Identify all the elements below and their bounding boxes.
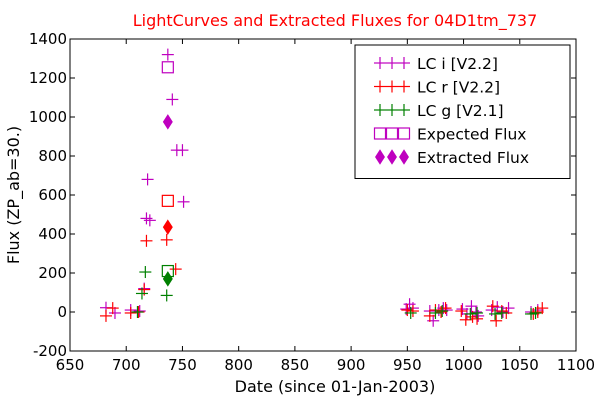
legend-label: Extracted Flux bbox=[417, 149, 529, 167]
point-lc-g-v2-1 bbox=[135, 287, 148, 300]
point-extracted-flux bbox=[162, 114, 173, 130]
legend-marker bbox=[375, 149, 385, 165]
point-lc-r-v2-2 bbox=[490, 314, 503, 327]
y-tick-label: 1200 bbox=[29, 69, 67, 87]
y-tick-label: 600 bbox=[38, 186, 67, 204]
legend-label: LC g [V2.1] bbox=[417, 102, 504, 120]
point-lc-i-v2-2 bbox=[176, 144, 189, 157]
point-lc-r-v2-2 bbox=[423, 309, 436, 322]
y-tick-label: 1000 bbox=[29, 108, 67, 126]
point-lc-g-v2-1 bbox=[489, 307, 502, 320]
legend-marker bbox=[386, 104, 398, 116]
x-tick-label: 650 bbox=[56, 356, 85, 374]
point-lc-g-v2-1 bbox=[131, 306, 144, 318]
legend-label: Expected Flux bbox=[417, 126, 526, 144]
point-lc-i-v2-2 bbox=[143, 214, 156, 227]
point-expected-flux bbox=[161, 61, 174, 74]
chart-title: LightCurves and Extracted Fluxes for 04D… bbox=[133, 11, 538, 31]
point-lc-r-v2-2 bbox=[124, 306, 137, 319]
point-lc-i-v2-2 bbox=[141, 173, 154, 186]
point-lc-r-v2-2 bbox=[455, 305, 468, 318]
point-lc-i-v2-2 bbox=[166, 93, 179, 106]
point-lc-g-v2-1 bbox=[139, 266, 152, 279]
y-tick-label: 1400 bbox=[29, 30, 67, 48]
legend-marker bbox=[399, 149, 409, 165]
legend-marker bbox=[374, 104, 386, 116]
point-lc-g-v2-1 bbox=[529, 306, 542, 319]
point-lc-r-v2-2 bbox=[486, 300, 499, 313]
point-lc-r-v2-2 bbox=[439, 302, 452, 315]
data-marks bbox=[99, 48, 549, 327]
y-tick-label: -200 bbox=[33, 342, 67, 360]
y-tick-label: 400 bbox=[38, 225, 67, 243]
point-lc-r-v2-2 bbox=[160, 233, 173, 246]
y-tick-label: 800 bbox=[38, 147, 67, 165]
legend-marker bbox=[398, 104, 410, 116]
point-lc-g-v2-1 bbox=[404, 306, 417, 319]
point-lc-r-v2-2 bbox=[169, 263, 182, 276]
legend-marker bbox=[385, 127, 399, 140]
y-tick-label: 200 bbox=[38, 264, 67, 282]
x-tick-label: 1050 bbox=[501, 356, 539, 374]
point-lc-i-v2-2 bbox=[427, 314, 440, 327]
point-lc-r-v2-2 bbox=[406, 305, 419, 318]
legend-marker bbox=[398, 80, 410, 93]
x-tick-label: 700 bbox=[112, 356, 141, 374]
legend-marker bbox=[386, 80, 398, 93]
point-lc-i-v2-2 bbox=[133, 305, 146, 318]
point-lc-i-v2-2 bbox=[177, 195, 190, 208]
point-lc-g-v2-1 bbox=[471, 306, 484, 319]
legend-marker bbox=[387, 149, 397, 165]
point-extracted-flux bbox=[162, 271, 173, 287]
point-lc-r-v2-2 bbox=[140, 234, 153, 247]
legend-marker bbox=[398, 57, 410, 69]
point-lc-i-v2-2 bbox=[502, 302, 515, 315]
point-lc-g-v2-1 bbox=[429, 306, 442, 319]
point-lc-g-v2-1 bbox=[436, 305, 449, 318]
legend-marker bbox=[397, 127, 411, 140]
point-lc-r-v2-2 bbox=[99, 309, 112, 322]
point-expected-flux bbox=[161, 194, 174, 207]
x-tick-label: 1000 bbox=[444, 356, 482, 374]
point-lc-r-v2-2 bbox=[106, 302, 119, 315]
legend-label: LC r [V2.2] bbox=[417, 79, 500, 97]
point-lc-i-v2-2 bbox=[161, 48, 174, 61]
point-lc-i-v2-2 bbox=[140, 212, 153, 225]
y-axis-label: Flux (ZP_ab=30.) bbox=[4, 126, 24, 264]
point-lc-r-v2-2 bbox=[536, 302, 549, 315]
point-lc-g-v2-1 bbox=[160, 289, 173, 302]
x-tick-label: 1100 bbox=[557, 356, 595, 374]
axis-ticks: 650 700 750 800 850 900 950 1000 1050 1100 -200 0 20… bbox=[29, 30, 595, 374]
x-tick-label: 750 bbox=[168, 356, 197, 374]
point-extracted-flux bbox=[162, 219, 173, 235]
point-lc-i-v2-2 bbox=[472, 309, 485, 322]
x-tick-label: 900 bbox=[337, 356, 366, 374]
x-tick-label: 850 bbox=[281, 356, 310, 374]
point-lc-r-v2-2 bbox=[401, 304, 414, 317]
legend-marker bbox=[374, 80, 386, 93]
legend: LC i [V2.2] LC r [V2.2] LC g [V2.1] Expecte… bbox=[354, 44, 571, 179]
legend-marker bbox=[374, 57, 386, 69]
x-tick-label: 800 bbox=[224, 356, 253, 374]
point-lc-i-v2-2 bbox=[108, 306, 121, 319]
x-tick-label: 950 bbox=[393, 356, 422, 374]
legend-marker bbox=[373, 127, 387, 140]
legend-label: LC i [V2.2] bbox=[417, 55, 498, 73]
x-axis-label: Date (since 01-Jan-2003) bbox=[235, 377, 436, 396]
legend-marker bbox=[386, 57, 398, 69]
point-lc-g-v2-1 bbox=[464, 307, 477, 320]
point-lc-g-v2-1 bbox=[495, 306, 508, 319]
y-tick-label: 0 bbox=[57, 303, 67, 321]
